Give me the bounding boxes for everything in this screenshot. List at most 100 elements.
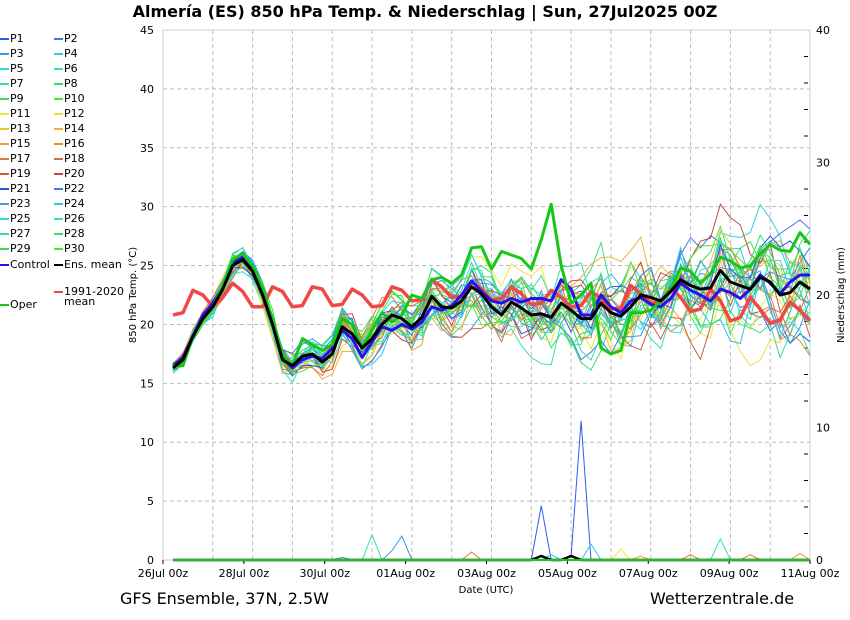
legend-swatch	[0, 127, 9, 130]
legend-item-p7: P7	[0, 77, 24, 90]
y-tick-label: 0	[147, 554, 154, 567]
x-tick-label: 26Jul 00z	[138, 567, 189, 580]
legend-swatch	[0, 52, 9, 55]
legend-label: P10	[64, 92, 85, 105]
legend-item-p27: P27	[0, 227, 31, 240]
legend-label: P24	[64, 197, 85, 210]
legend-swatch	[54, 232, 63, 235]
legend-swatch	[0, 247, 9, 250]
legend-label: P11	[10, 107, 31, 120]
legend-label: P27	[10, 227, 31, 240]
legend-label: P13	[10, 122, 31, 135]
legend-swatch	[0, 97, 9, 100]
legend-item-p1: P1	[0, 32, 24, 45]
legend-label: P17	[10, 152, 31, 165]
y-tick-label: 45	[140, 24, 154, 37]
x-tick-label: 28Jul 00z	[219, 567, 270, 580]
legend-label: P18	[64, 152, 85, 165]
x-tick-label: 03Aug 00z	[457, 567, 516, 580]
legend-swatch	[54, 247, 63, 250]
legend-swatch	[0, 67, 9, 70]
legend-item-p6: P6	[54, 62, 78, 75]
legend-label: P5	[10, 62, 24, 75]
legend-swatch	[0, 202, 9, 205]
legend-swatch	[54, 202, 63, 205]
legend-item-p18: P18	[54, 152, 85, 165]
legend-label: P21	[10, 182, 31, 195]
legend-swatch	[54, 37, 63, 40]
legend-swatch	[54, 52, 63, 55]
legend-item-p10: P10	[54, 92, 85, 105]
source-brand[interactable]: Wetterzentrale.de	[650, 589, 795, 608]
legend-item-1991-2020-mean: 1991-2020 mean	[54, 285, 124, 308]
x-axis: 26Jul 00z 28Jul 00z 30Jul 00z 01Aug 00z 03Au…	[138, 560, 840, 580]
legend-item-p19: P19	[0, 167, 31, 180]
legend-label: P29	[10, 242, 31, 255]
legend-swatch	[0, 172, 9, 175]
legend-item-p20: P20	[54, 167, 85, 180]
legend-item-p26: P26	[54, 212, 85, 225]
y2-tick-label: 40	[816, 24, 830, 37]
y-axis-left: 0 5 10 15 20 25 30 35 40 45	[140, 24, 154, 567]
x-tick-label: 11Aug 00z	[781, 567, 840, 580]
legend-item-oper: Oper	[0, 298, 37, 311]
y-tick-label: 30	[140, 201, 154, 214]
legend-item-p21: P21	[0, 182, 31, 195]
legend-label: P8	[64, 77, 78, 90]
x-tick-label: 07Aug 00z	[619, 567, 678, 580]
series-line-ens-mean	[172, 258, 811, 370]
legend-label: Ens. mean	[64, 258, 122, 271]
legend-swatch	[54, 187, 63, 190]
legend-item-p25: P25	[0, 212, 31, 225]
x-tick-label: 05Aug 00z	[538, 567, 597, 580]
legend-label: P20	[64, 167, 85, 180]
legend-label: P19	[10, 167, 31, 180]
x-tick-label: 01Aug 00z	[376, 567, 435, 580]
legend-swatch	[0, 112, 9, 115]
legend-item-control: Control	[0, 258, 50, 271]
x-tick-label: 30Jul 00z	[299, 567, 350, 580]
y-tick-label: 20	[140, 318, 154, 331]
legend-item-p14: P14	[54, 122, 85, 135]
legend-item-p29: P29	[0, 242, 31, 255]
x-axis-label: Date (UTC)	[459, 585, 514, 596]
legend-swatch	[54, 172, 63, 175]
legend-swatch	[54, 291, 63, 293]
y-tick-label: 40	[140, 83, 154, 96]
legend-item-p2: P2	[54, 32, 78, 45]
legend-label: P12	[64, 107, 85, 120]
legend-label: P16	[64, 137, 85, 150]
model-info: GFS Ensemble, 37N, 2.5W	[120, 589, 329, 608]
legend-swatch	[54, 127, 63, 130]
legend-swatch	[0, 157, 9, 160]
legend-item-p4: P4	[54, 47, 78, 60]
legend-label: P6	[64, 62, 78, 75]
legend-item-p15: P15	[0, 137, 31, 150]
legend-label: P28	[64, 227, 85, 240]
legend-label: P3	[10, 47, 24, 60]
legend-swatch	[54, 142, 63, 145]
grid	[163, 30, 810, 560]
legend-label: P23	[10, 197, 31, 210]
y-tick-label: 35	[140, 142, 154, 155]
legend-swatch	[0, 187, 9, 190]
legend-swatch	[54, 97, 63, 100]
legend-swatch	[54, 67, 63, 70]
y-axis-right: 0 10 20 30 40	[804, 24, 830, 567]
legend-item-p13: P13	[0, 122, 31, 135]
legend-swatch	[0, 263, 9, 266]
legend-item-p23: P23	[0, 197, 31, 210]
legend-swatch	[54, 112, 63, 115]
legend-swatch	[54, 157, 63, 160]
y-tick-label: 15	[140, 377, 154, 390]
legend-item-p12: P12	[54, 107, 85, 120]
legend-swatch	[0, 232, 9, 235]
y-axis-label: 850 hPa Temp. (°C)	[128, 247, 139, 343]
legend-item-p8: P8	[54, 77, 78, 90]
y2-tick-label: 30	[816, 157, 830, 170]
y-tick-label: 25	[140, 260, 154, 273]
legend-label: P14	[64, 122, 85, 135]
legend-label: P15	[10, 137, 31, 150]
legend-swatch	[54, 217, 63, 220]
